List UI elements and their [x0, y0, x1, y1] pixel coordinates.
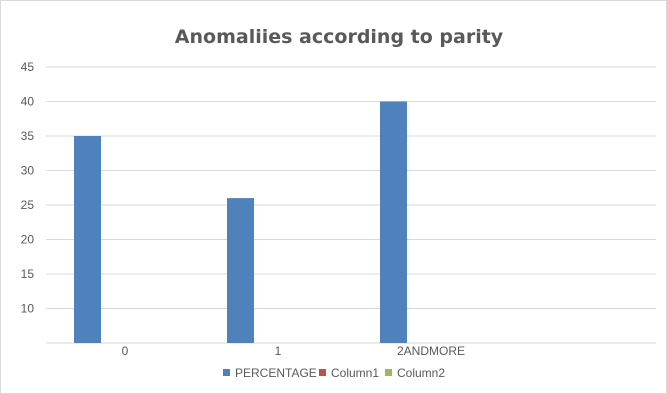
- legend-label-percentage: PERCENTAGE: [235, 366, 317, 380]
- legend: PERCENTAGE Column1 Column2: [223, 366, 445, 380]
- y-tick-label: 25: [21, 198, 35, 212]
- y-axis-ticks: 10 15 20 25 30 35 40 45: [21, 60, 35, 316]
- y-tick-label: 10: [21, 302, 35, 316]
- y-tick-label: 30: [21, 164, 35, 178]
- legend-swatch-column2: [385, 369, 392, 376]
- y-tick-label: 35: [21, 129, 35, 143]
- gridlines: [46, 66, 656, 344]
- legend-label-column2: Column2: [397, 366, 445, 380]
- x-axis-ticks: 0 1 2ANDMORE: [122, 344, 465, 358]
- legend-swatch-percentage: [223, 369, 230, 376]
- bar-percentage-2andmore: [380, 101, 407, 343]
- y-tick-label: 45: [21, 60, 35, 74]
- y-tick-label: 15: [21, 267, 35, 281]
- x-tick-label: 1: [275, 344, 282, 358]
- y-tick-label: 40: [21, 95, 35, 109]
- y-tick-label: 20: [21, 233, 35, 247]
- chart-title: Anomaliies according to parity: [175, 26, 504, 48]
- bars: [74, 101, 407, 343]
- x-tick-label: 2ANDMORE: [397, 344, 465, 358]
- x-tick-label: 0: [122, 344, 129, 358]
- legend-swatch-column1: [319, 369, 326, 376]
- legend-label-column1: Column1: [331, 366, 379, 380]
- bar-percentage-0: [74, 136, 101, 343]
- bar-percentage-1: [227, 198, 254, 343]
